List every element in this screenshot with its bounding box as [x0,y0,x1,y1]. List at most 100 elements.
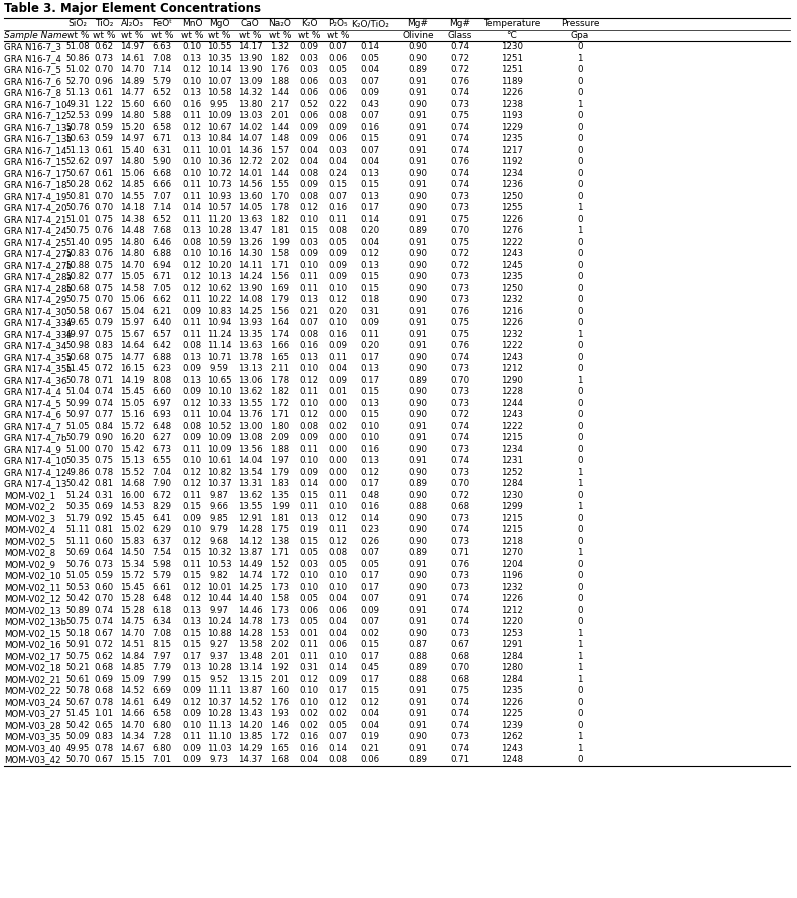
Text: 1: 1 [577,226,583,235]
Text: 1.52: 1.52 [270,559,289,568]
Text: 6.29: 6.29 [152,525,171,534]
Text: 0.11: 0.11 [328,353,347,362]
Text: 50.35: 50.35 [65,456,90,465]
Text: 0.10: 0.10 [328,284,347,293]
Text: 0.12: 0.12 [183,480,202,489]
Text: 1222: 1222 [501,238,523,247]
Text: 7.79: 7.79 [152,664,171,673]
Text: 15.06: 15.06 [120,295,144,304]
Text: 0.11: 0.11 [183,192,202,201]
Text: 0: 0 [577,594,583,603]
Text: 0.11: 0.11 [300,284,319,293]
Text: 0.31: 0.31 [94,490,113,500]
Text: 14.48: 14.48 [120,226,144,235]
Text: 50.76: 50.76 [65,203,90,212]
Text: 15.09: 15.09 [120,674,144,683]
Text: 0.73: 0.73 [450,537,469,546]
Text: 0.90: 0.90 [409,525,427,534]
Text: 12.72: 12.72 [238,157,262,166]
Text: 0: 0 [577,215,583,224]
Text: 10.01: 10.01 [206,145,231,154]
Text: 0.69: 0.69 [95,502,113,511]
Text: 0.09: 0.09 [183,365,202,374]
Text: 14.36: 14.36 [238,145,262,154]
Text: 6.18: 6.18 [152,606,171,615]
Text: 1.80: 1.80 [270,422,289,431]
Text: wt %: wt % [327,31,349,40]
Text: 50.58: 50.58 [65,307,90,316]
Text: 0.74: 0.74 [450,594,469,603]
Text: 14.49: 14.49 [238,559,262,568]
Text: 0.90: 0.90 [409,629,427,638]
Text: MOM-V02_17: MOM-V02_17 [4,652,61,661]
Text: MOM-V02_9: MOM-V02_9 [4,559,55,568]
Text: 0: 0 [577,76,583,85]
Text: 0.05: 0.05 [360,54,379,63]
Text: 0.73: 0.73 [450,629,469,638]
Text: 0.10: 0.10 [300,399,319,408]
Text: 1: 1 [577,732,583,741]
Text: 0.15: 0.15 [300,537,319,546]
Text: 0: 0 [577,284,583,293]
Text: 0: 0 [577,525,583,534]
Text: 1.99: 1.99 [270,238,289,247]
Text: 0.15: 0.15 [300,490,319,500]
Text: 0.13: 0.13 [183,617,202,626]
Text: 10.44: 10.44 [206,594,231,603]
Text: 50.78: 50.78 [65,686,90,695]
Text: 1.83: 1.83 [270,480,289,489]
Text: 0.74: 0.74 [450,721,469,730]
Text: 6.72: 6.72 [152,490,171,500]
Text: 1.44: 1.44 [270,169,289,178]
Text: 14.58: 14.58 [120,284,144,293]
Text: 9.66: 9.66 [210,502,229,511]
Text: 1204: 1204 [501,559,523,568]
Text: 0.67: 0.67 [450,640,469,649]
Text: 1230: 1230 [501,490,523,500]
Text: MgO: MgO [209,19,230,28]
Text: 0.87: 0.87 [408,640,427,649]
Text: MOM-V02_21: MOM-V02_21 [4,674,61,683]
Text: 0.17: 0.17 [183,652,202,661]
Text: 0.10: 0.10 [183,525,202,534]
Text: GRA N16-7_14: GRA N16-7_14 [4,145,66,154]
Text: 0.15: 0.15 [300,226,319,235]
Text: GRA N17-4_33a: GRA N17-4_33a [4,318,72,327]
Text: 50.42: 50.42 [65,480,90,489]
Text: 0.04: 0.04 [328,629,347,638]
Text: 0.48: 0.48 [360,490,379,500]
Text: 0.11: 0.11 [183,215,202,224]
Text: 0.72: 0.72 [94,640,113,649]
Text: 0.11: 0.11 [328,525,347,534]
Text: 0.12: 0.12 [300,375,319,384]
Text: 0: 0 [577,617,583,626]
Text: 9.27: 9.27 [210,640,229,649]
Text: 0.17: 0.17 [360,583,379,592]
Text: 51.01: 51.01 [65,215,90,224]
Text: 6.37: 6.37 [152,537,171,546]
Text: 13.80: 13.80 [238,100,262,109]
Text: 14.53: 14.53 [120,502,144,511]
Text: GRA N16-7_3: GRA N16-7_3 [4,42,61,51]
Text: MOM-V02_2: MOM-V02_2 [4,502,55,511]
Text: 0.14: 0.14 [360,42,379,51]
Text: 0.12: 0.12 [328,295,347,304]
Text: 0.91: 0.91 [409,307,427,316]
Text: 0.90: 0.90 [409,490,427,500]
Text: wt %: wt % [151,31,173,40]
Text: 51.45: 51.45 [65,365,90,374]
Text: 9.95: 9.95 [210,100,229,109]
Text: 1.46: 1.46 [270,721,289,730]
Text: 1235: 1235 [501,686,523,695]
Text: 6.57: 6.57 [152,330,171,339]
Text: 1252: 1252 [501,468,523,477]
Text: 0: 0 [577,192,583,201]
Text: 0.71: 0.71 [450,755,469,764]
Text: 1212: 1212 [501,606,523,615]
Text: 1290: 1290 [501,375,523,384]
Text: 0: 0 [577,559,583,568]
Text: 13.00: 13.00 [238,422,262,431]
Text: 9.79: 9.79 [210,525,229,534]
Text: 1.64: 1.64 [270,318,289,327]
Text: 13.14: 13.14 [238,664,262,673]
